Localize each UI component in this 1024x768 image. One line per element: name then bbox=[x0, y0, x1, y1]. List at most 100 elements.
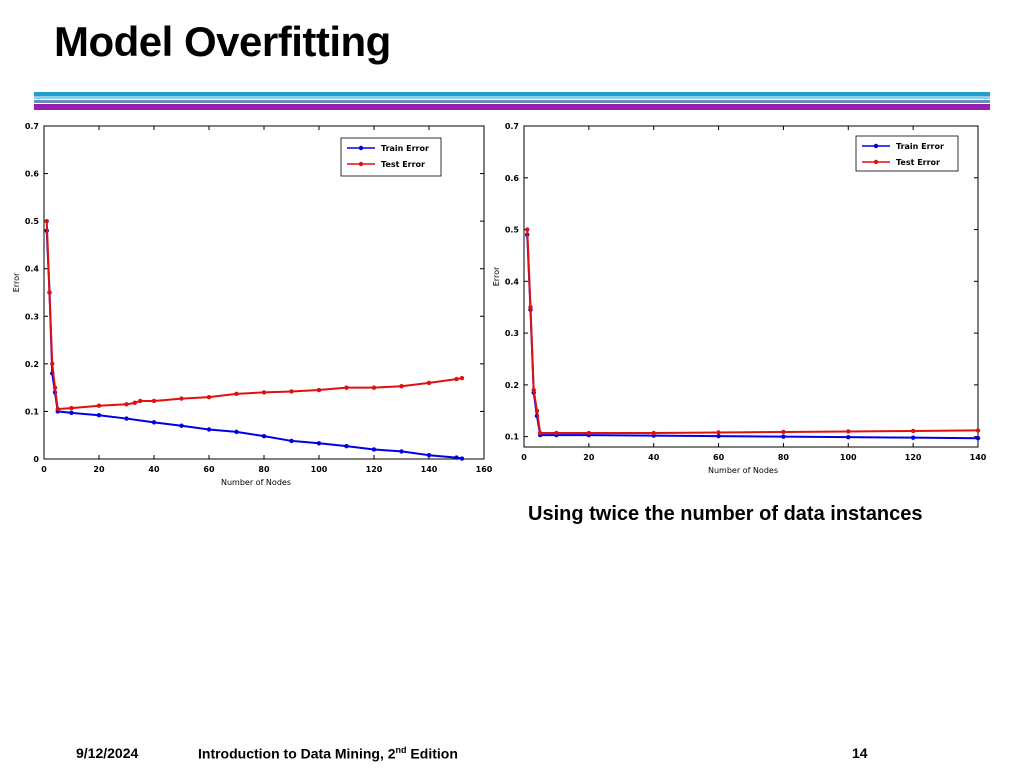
data-point bbox=[975, 428, 981, 433]
title-underline-bar bbox=[34, 92, 990, 96]
x-tick-label: 120 bbox=[366, 465, 383, 474]
data-point bbox=[716, 430, 721, 435]
x-tick-label: 100 bbox=[311, 465, 328, 474]
data-point bbox=[399, 449, 404, 454]
legend-marker bbox=[873, 143, 879, 149]
data-point bbox=[55, 406, 60, 412]
data-point bbox=[344, 385, 349, 390]
plot-area bbox=[43, 125, 485, 460]
legend-label: Test Error bbox=[896, 158, 940, 167]
data-point bbox=[534, 408, 540, 413]
legend-marker bbox=[358, 161, 364, 167]
data-point bbox=[371, 447, 377, 452]
y-tick-label: 0.6 bbox=[25, 170, 40, 179]
y-tick-label: 0.5 bbox=[25, 217, 40, 226]
data-point bbox=[132, 400, 137, 406]
data-point bbox=[975, 435, 981, 441]
y-tick-label: 0.4 bbox=[25, 265, 40, 274]
x-tick-label: 20 bbox=[583, 453, 595, 462]
data-point bbox=[846, 434, 851, 440]
data-point bbox=[399, 384, 404, 389]
x-tick-label: 0 bbox=[41, 465, 47, 474]
x-tick-label: 120 bbox=[905, 453, 922, 462]
y-axis-label: Error bbox=[492, 266, 501, 286]
y-tick-label: 0.7 bbox=[505, 122, 519, 131]
data-point bbox=[316, 387, 322, 393]
data-point bbox=[344, 443, 349, 449]
data-point bbox=[289, 438, 294, 444]
data-point bbox=[289, 389, 294, 394]
legend-label: Test Error bbox=[381, 160, 425, 169]
title-underline-bar bbox=[34, 104, 990, 110]
legend-box bbox=[340, 137, 442, 177]
data-point bbox=[179, 423, 184, 428]
y-tick-label: 0.1 bbox=[505, 433, 520, 442]
y-tick-label: 0.3 bbox=[25, 312, 39, 321]
data-point bbox=[47, 290, 52, 295]
footer-course-suffix: Edition bbox=[406, 745, 458, 762]
footer-page-number: 14 bbox=[852, 745, 868, 761]
chart-overfitting-original: 0 20 40 60 80 100 120 140 160 0 0.1 0.2 0.3 0.4 0.5 0.6… bbox=[10, 118, 496, 494]
data-point bbox=[138, 398, 143, 404]
data-point bbox=[910, 428, 916, 434]
data-point bbox=[151, 398, 157, 404]
data-point bbox=[151, 420, 157, 425]
data-point bbox=[44, 218, 49, 224]
footer-date: 9/12/2024 bbox=[76, 745, 139, 761]
data-point bbox=[96, 413, 102, 418]
chart-right-svg: 0 20 40 60 80 100 120 140 0.1 0.2 0.3 0.4 0.5 0.6 0.7 N… bbox=[492, 122, 987, 475]
y-tick-label: 0.1 bbox=[25, 407, 40, 416]
y-tick-label: 0 bbox=[33, 455, 39, 464]
data-point bbox=[261, 390, 267, 395]
x-tick-label: 0 bbox=[521, 453, 527, 462]
data-point bbox=[538, 430, 543, 436]
legend-marker bbox=[358, 145, 364, 151]
data-point bbox=[371, 385, 377, 390]
data-point bbox=[124, 402, 129, 407]
data-point bbox=[528, 305, 533, 310]
x-tick-label: 80 bbox=[258, 465, 270, 474]
footer-course-title: Introduction to Data Mining, 2nd Edition bbox=[198, 745, 458, 762]
footer-course-prefix: Introduction to Data Mining, 2 bbox=[198, 745, 396, 762]
data-point bbox=[124, 416, 129, 421]
x-tick-label: 60 bbox=[713, 453, 725, 462]
footer-course-sup: nd bbox=[395, 745, 407, 755]
y-tick-label: 0.6 bbox=[505, 174, 520, 183]
data-point bbox=[206, 427, 212, 432]
x-tick-label: 40 bbox=[148, 465, 160, 474]
y-tick-label: 0.2 bbox=[505, 381, 519, 390]
x-axis-label: Number of Nodes bbox=[221, 478, 291, 487]
data-point bbox=[454, 455, 459, 460]
y-tick-label: 0.3 bbox=[505, 329, 519, 338]
legend: Train Error Test Error bbox=[855, 135, 959, 172]
data-point bbox=[531, 387, 536, 393]
chart-left-svg: 0 20 40 60 80 100 120 140 160 0 0.1 0.2 0.3 0.4 0.5 0.6… bbox=[12, 122, 493, 487]
chart-caption: Using twice the number of data instances bbox=[528, 503, 923, 525]
x-axis-label: Number of Nodes bbox=[708, 466, 778, 475]
data-point bbox=[454, 376, 459, 382]
legend-marker bbox=[873, 159, 879, 165]
y-tick-label: 0.2 bbox=[25, 360, 39, 369]
x-tick-label: 140 bbox=[421, 465, 438, 474]
data-point bbox=[586, 430, 592, 436]
data-point bbox=[179, 396, 184, 401]
data-point bbox=[50, 361, 55, 367]
title-underline-bar bbox=[34, 96, 990, 99]
data-point bbox=[554, 430, 559, 436]
y-tick-label: 0.5 bbox=[505, 226, 520, 235]
x-tick-label: 20 bbox=[93, 465, 105, 474]
data-point bbox=[426, 452, 432, 458]
slide-title: Model Overfitting bbox=[54, 18, 391, 65]
x-tick-label: 40 bbox=[648, 453, 660, 462]
data-point bbox=[234, 429, 239, 435]
data-point bbox=[69, 410, 74, 416]
x-tick-label: 80 bbox=[778, 453, 790, 462]
x-tick-label: 140 bbox=[970, 453, 987, 462]
legend-box bbox=[855, 135, 959, 172]
data-point bbox=[459, 375, 465, 381]
data-point bbox=[316, 441, 322, 446]
data-point bbox=[234, 391, 239, 397]
legend: Train Error Test Error bbox=[340, 137, 442, 177]
data-point bbox=[781, 429, 786, 435]
y-tick-label: 0.7 bbox=[25, 122, 39, 131]
